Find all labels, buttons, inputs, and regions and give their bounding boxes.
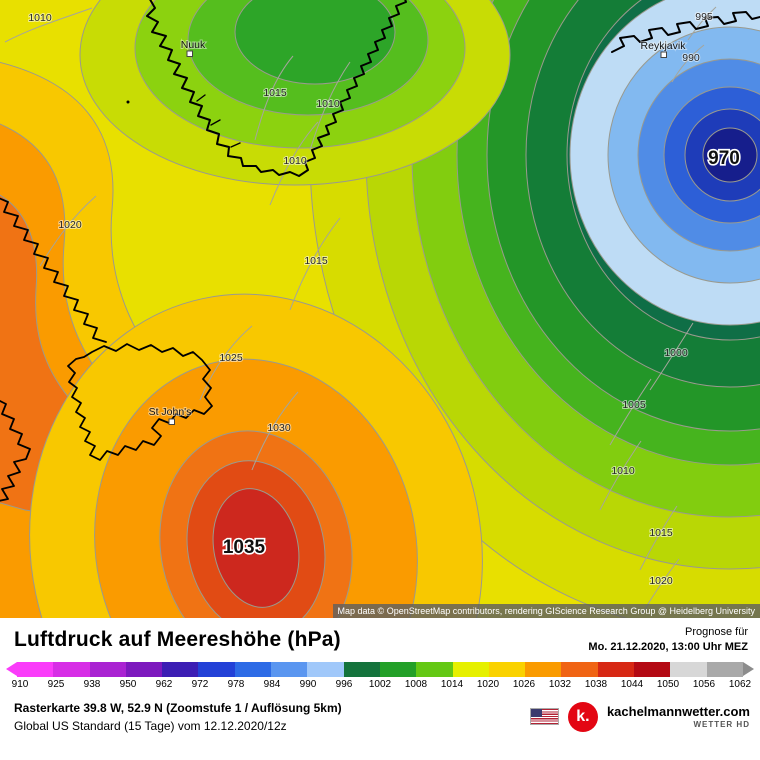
contour-label: 1005 — [622, 399, 646, 411]
scale-segment — [307, 661, 344, 677]
contour-label: 995 — [695, 11, 713, 23]
coastline-iceland — [611, 11, 760, 53]
scale-tick: 1038 — [584, 678, 608, 690]
scale-segment — [343, 661, 380, 677]
scale-tick: 938 — [83, 678, 101, 690]
city-label: St John's — [149, 406, 192, 418]
scale-segment — [234, 661, 272, 677]
scale-segment — [53, 661, 90, 677]
contour-label: 1010 — [28, 12, 52, 24]
map-area[interactable]: 1010 1015 1010 1010 1020 1015 1025 1030 … — [0, 0, 760, 618]
scale-tick: 1056 — [692, 678, 716, 690]
scale-tick: 962 — [155, 678, 173, 690]
scale-tick: 1032 — [548, 678, 572, 690]
contour-label: 1000 — [664, 347, 688, 359]
contour-label: 1015 — [263, 87, 287, 99]
coastline-newfoundland — [67, 343, 213, 461]
city-markers: Nuuk Reykjavik St John's — [148, 38, 687, 425]
city-marker — [168, 418, 175, 425]
us-flag-icon — [529, 708, 559, 726]
scale-tick: 1044 — [620, 678, 644, 690]
scale-segment — [706, 661, 743, 677]
coastline-labrador — [0, 197, 107, 343]
branding: k. kachelmannwetter.com WETTER HD — [529, 701, 750, 732]
scale-tick: 1026 — [512, 678, 536, 690]
pressure-center-labels: 1035 970 — [221, 146, 741, 559]
scale-tick: 984 — [263, 678, 281, 690]
scale-segment — [198, 661, 235, 677]
scale-segment — [379, 661, 417, 677]
scale-tick: 978 — [227, 678, 245, 690]
contour-lines — [4, 6, 717, 615]
scale-tick: 1050 — [656, 678, 680, 690]
contour-label: 1020 — [58, 219, 82, 231]
city-label: Reykjavik — [641, 40, 687, 52]
pressure-field — [0, 0, 760, 618]
flag-canton — [530, 709, 542, 718]
scale-segment — [271, 661, 308, 677]
scale-segment — [89, 661, 126, 677]
forecast-time: Mo. 21.12.2020, 13:00 Uhr MEZ — [588, 640, 748, 653]
model-info: Global US Standard (15 Tage) vom 12.12.2… — [14, 718, 287, 733]
scale-segment — [17, 661, 54, 677]
contour-label: 1010 — [283, 155, 307, 167]
brand-name[interactable]: kachelmannwetter.com — [606, 703, 750, 719]
contour-label: 1015 — [304, 255, 328, 267]
city-marker — [660, 51, 667, 58]
legend-panel: Luftdruck auf Meereshöhe (hPa) Prognose … — [0, 618, 760, 760]
high-pressure-label: 1035 — [223, 537, 266, 558]
map-meta: Rasterkarte 39.8 W, 52.9 N (Zoomstufe 1 … — [14, 699, 342, 735]
contour-label: 1010 — [316, 98, 340, 110]
brand-sub: WETTER HD — [693, 719, 750, 729]
scale-tick: 1002 — [368, 678, 392, 690]
scale-tick: 996 — [335, 678, 353, 690]
contour-labels: 1010 1015 1010 1010 1020 1015 1025 1030 … — [27, 10, 714, 588]
pressure-color-scale — [6, 661, 754, 677]
scale-tick: 925 — [47, 678, 65, 690]
scale-tick: 910 — [11, 678, 29, 690]
low-pressure-label: 970 — [708, 148, 740, 169]
forecast-label: Prognose für — [685, 626, 748, 638]
scale-segment — [452, 661, 489, 677]
coastline-greenland — [146, 0, 407, 177]
contour-label: 1020 — [649, 575, 673, 587]
city-marker — [186, 50, 193, 57]
forecast-info: Prognose für Mo. 21.12.2020, 13:00 Uhr M… — [588, 625, 748, 655]
scale-tick: 950 — [119, 678, 137, 690]
grid-info: Rasterkarte 39.8 W, 52.9 N (Zoomstufe 1 … — [14, 700, 342, 715]
contour-label: 990 — [682, 52, 700, 64]
scale-tick: 1014 — [440, 678, 464, 690]
scale-segment — [416, 661, 453, 677]
scale-tick: 1008 — [404, 678, 428, 690]
scale-tick: 1062 — [728, 678, 752, 690]
page-title: Luftdruck auf Meereshöhe (hPa) — [14, 627, 341, 651]
scale-segment — [488, 661, 526, 677]
scale-tick: 972 — [191, 678, 209, 690]
scale-tick: 990 — [299, 678, 317, 690]
map-attribution: Map data © OpenStreetMap contributors, r… — [332, 604, 760, 618]
scale-segment — [670, 661, 707, 677]
scale-tick-labels: 910 925 938 950 962 972 978 984 990 996 … — [2, 679, 758, 690]
scale-segment — [634, 661, 671, 677]
contour-label: 1025 — [219, 352, 243, 364]
scale-arrow-left-icon — [6, 661, 17, 676]
scale-segment — [597, 661, 635, 677]
scale-segment — [525, 661, 562, 677]
scale-arrow-right-icon — [742, 661, 754, 676]
scale-segment — [162, 661, 199, 677]
contour-label: 1010 — [611, 465, 635, 477]
scale-tick: 1020 — [476, 678, 500, 690]
contour-label: 1030 — [267, 422, 291, 434]
contour-label: 1015 — [649, 527, 673, 539]
city-label: Nuuk — [181, 39, 206, 51]
scale-segment — [561, 661, 598, 677]
coastlines — [0, 0, 760, 502]
coastline-gulf — [0, 399, 31, 502]
kachelmann-logo-icon[interactable]: k. — [567, 701, 598, 732]
scale-segment — [125, 661, 163, 677]
